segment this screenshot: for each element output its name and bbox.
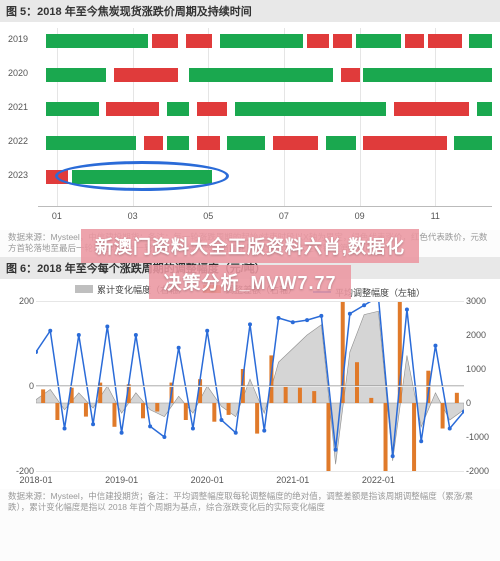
tl-xtick: 01	[52, 211, 62, 221]
combo-chart: 累计变化幅度（右轴）调整差额（右轴）平均调整幅度（左轴） -2000200-20…	[0, 279, 500, 489]
tl-xtick: 05	[203, 211, 213, 221]
tl-year-label: 2023	[8, 170, 28, 180]
tl-segment	[394, 102, 470, 116]
tl-segment	[405, 34, 424, 48]
tl-segment	[197, 136, 220, 150]
tl-year-label: 2021	[8, 102, 28, 112]
fig5-source: 数据来源：Mysteel，中信建投期货；备注：每一轮涨跌周期的起始/结束时段以X…	[0, 230, 500, 257]
tl-row: 2022	[38, 134, 492, 152]
tl-segment	[46, 68, 107, 82]
tl-segment	[189, 68, 333, 82]
legend-item: 累计变化幅度（右轴）	[75, 283, 187, 296]
fig6-title: 图 6：2018 年至今每个涨跌周期的调整幅度（元/吨）	[0, 257, 500, 279]
fig6-source: 数据来源：Mysteel，中信建投期货；备注：平均调整幅度取每轮调整幅度的绝对值…	[0, 489, 500, 516]
yaxis-left-tick: 200	[10, 296, 34, 306]
timeline-chart: 01 03 05 07 09 11 2019 2020 2021 2022 2023	[0, 22, 500, 230]
tl-segment	[363, 68, 492, 82]
tl-segment	[220, 34, 303, 48]
tl-segment	[46, 102, 99, 116]
yaxis-right-tick: 0	[466, 398, 494, 408]
tl-segment	[114, 68, 178, 82]
fig5-title: 图 5：2018 年至今焦炭现货涨跌价周期及持续时间	[0, 0, 500, 22]
tl-segment	[46, 34, 148, 48]
xaxis-tick: 2018-01	[19, 475, 52, 485]
tl-segment	[167, 102, 190, 116]
tl-row: 2020	[38, 66, 492, 84]
tl-segment	[469, 34, 492, 48]
tl-xtick: 03	[128, 211, 138, 221]
tl-segment	[46, 170, 69, 184]
yaxis-right-tick: -1000	[466, 432, 494, 442]
tl-xtick: 07	[279, 211, 289, 221]
yaxis-right-tick: -2000	[466, 466, 494, 476]
tl-segment	[341, 68, 360, 82]
legend-item: 调整差额（右轴）	[203, 283, 297, 296]
tl-segment	[326, 136, 356, 150]
xaxis-tick: 2022-01	[362, 475, 395, 485]
tl-segment	[197, 102, 227, 116]
tl-segment	[307, 34, 330, 48]
tl-segment	[167, 136, 190, 150]
tl-segment	[356, 34, 401, 48]
tl-segment	[72, 170, 212, 184]
tl-year-label: 2022	[8, 136, 28, 146]
tl-segment	[144, 136, 163, 150]
tl-year-label: 2019	[8, 34, 28, 44]
xaxis-tick: 2020-01	[191, 475, 224, 485]
tl-segment	[273, 136, 318, 150]
tl-xtick: 09	[355, 211, 365, 221]
tl-xtick: 11	[431, 211, 440, 221]
tl-segment	[363, 136, 446, 150]
tl-segment	[152, 34, 178, 48]
tl-segment	[46, 136, 137, 150]
tl-segment	[333, 34, 352, 48]
yaxis-right-tick: 3000	[466, 296, 494, 306]
legend: 累计变化幅度（右轴） 调整差额（右轴） 平均调整幅度（左轴）	[8, 283, 492, 301]
tl-segment	[428, 34, 462, 48]
tl-year-label: 2020	[8, 68, 28, 78]
tl-segment	[235, 102, 386, 116]
yaxis-right-tick: 1000	[466, 364, 494, 374]
tl-segment	[454, 136, 492, 150]
tl-row: 2023	[38, 168, 492, 186]
tl-row: 2019	[38, 32, 492, 50]
tl-segment	[477, 102, 492, 116]
tl-row: 2021	[38, 100, 492, 118]
yaxis-right-tick: 2000	[466, 330, 494, 340]
legend-item: 平均调整幅度（左轴）	[313, 286, 425, 299]
tl-segment	[186, 34, 212, 48]
tl-segment	[227, 136, 265, 150]
xaxis-tick: 2021-01	[276, 475, 309, 485]
yaxis-left-tick: 0	[10, 381, 34, 391]
tl-segment	[106, 102, 159, 116]
xaxis-tick: 2019-01	[105, 475, 138, 485]
